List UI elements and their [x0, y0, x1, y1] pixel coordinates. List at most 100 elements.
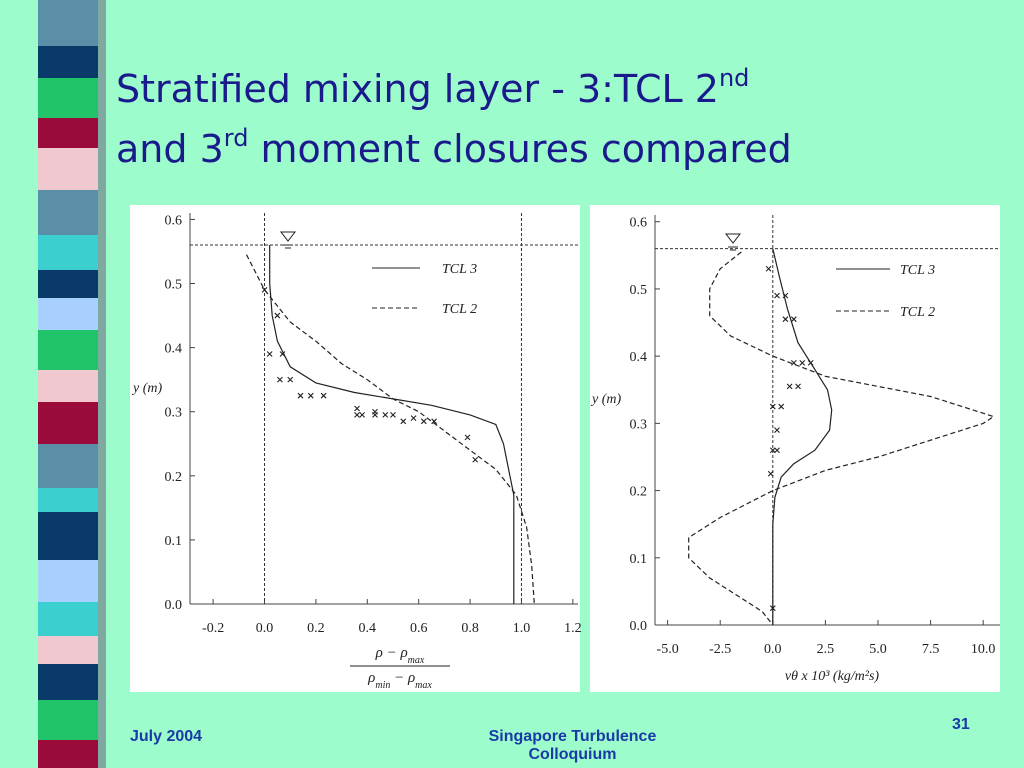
- data-point: [472, 456, 479, 463]
- x-tick-label: 0.8: [461, 621, 479, 636]
- data-point: [774, 447, 780, 454]
- x-tick-label: 0.4: [359, 621, 377, 636]
- title-superscript: rd: [224, 124, 249, 152]
- x-tick-label: 0.0: [256, 621, 274, 636]
- x-axis-label: ρ − ρmax: [375, 645, 425, 666]
- data-point: [782, 292, 789, 299]
- legend-label: TCL 3: [900, 263, 935, 278]
- y-tick-label: 0.5: [630, 283, 648, 298]
- x-tick-label: 0.0: [764, 642, 782, 657]
- y-tick-label: 0.2: [630, 485, 648, 500]
- data-point: [464, 434, 471, 441]
- data-point: [359, 412, 366, 418]
- data-point: [261, 287, 268, 293]
- data-point: [354, 412, 360, 418]
- y-tick-label: 0.6: [165, 213, 183, 228]
- title-text: moment closures compared: [248, 127, 791, 171]
- y-tick-label: 0.4: [165, 342, 183, 357]
- data-point: [390, 412, 396, 418]
- data-point: [297, 392, 304, 399]
- y-tick-label: 0.6: [630, 216, 648, 231]
- y-axis-label: y (m): [590, 392, 621, 407]
- slide-number: 31: [952, 716, 970, 733]
- data-point: [277, 376, 283, 383]
- data-point: [372, 412, 378, 418]
- data-point: [266, 351, 273, 357]
- slide-title: Stratified mixing layer - 3:TCL 2nd: [116, 64, 749, 111]
- data-point: [778, 403, 785, 410]
- data-point: [400, 418, 407, 425]
- data-point: [320, 392, 327, 399]
- x-axis-label: vθ x 10³ (kg/m²s): [785, 669, 880, 684]
- data-point: [307, 392, 314, 399]
- x-tick-label: 0.6: [410, 621, 428, 636]
- data-point: [790, 359, 797, 366]
- data-point: [431, 418, 437, 425]
- data-point: [790, 316, 797, 323]
- title-superscript: nd: [719, 64, 749, 92]
- x-tick-label: 10.0: [971, 642, 996, 657]
- x-tick-label: 1.2: [564, 621, 582, 636]
- data-point: [420, 418, 427, 425]
- data-point: [774, 292, 780, 299]
- x-label-part: ρ: [367, 670, 375, 686]
- x-tick-label: -0.2: [202, 621, 224, 636]
- title-text: Stratified mixing layer - 3:TCL 2: [116, 67, 719, 111]
- x-tick-label: 0.2: [307, 621, 325, 636]
- stripe-decoration: [38, 0, 106, 768]
- data-point: [795, 383, 801, 390]
- series-line: [688, 251, 996, 626]
- data-point: [765, 265, 772, 272]
- x-label-part: min: [375, 680, 390, 691]
- title-text: and 3: [116, 127, 224, 171]
- chart-panel: [590, 205, 1000, 692]
- data-point: [774, 427, 780, 433]
- data-point: [769, 447, 776, 454]
- data-point: [782, 316, 789, 323]
- x-tick-label: -5.0: [657, 642, 679, 657]
- slide-title: and 3rd moment closures compared: [116, 124, 792, 171]
- data-point: [769, 605, 776, 612]
- series-line: [245, 254, 535, 605]
- x-label-part: − ρ: [390, 670, 415, 686]
- x-tick-label: 7.5: [922, 642, 940, 657]
- data-point: [274, 312, 281, 319]
- data-point: [410, 415, 417, 422]
- series-line: [269, 245, 515, 604]
- legend-label: TCL 2: [900, 305, 935, 320]
- y-tick-label: 0.3: [630, 417, 648, 432]
- y-tick-label: 0.5: [165, 278, 183, 293]
- footer-date: July 2004: [130, 728, 203, 745]
- x-label-part: max: [415, 680, 432, 691]
- data-point: [786, 383, 793, 390]
- y-tick-label: 0.1: [630, 552, 648, 567]
- data-point: [807, 359, 814, 366]
- y-tick-label: 0.2: [165, 470, 183, 485]
- surface-symbol: [279, 231, 297, 249]
- y-tick-label: 0.3: [165, 406, 183, 421]
- x-label-part: max: [408, 655, 425, 666]
- data-point: [799, 359, 806, 366]
- series-line: [772, 248, 833, 625]
- y-tick-label: 0.4: [630, 350, 648, 365]
- y-tick-label: 0.0: [630, 619, 648, 634]
- x-label-part: ρ − ρ: [375, 645, 408, 661]
- data-point: [767, 470, 774, 477]
- footer-event: Singapore Turbulence Colloquium: [488, 728, 657, 763]
- data-point: [769, 403, 776, 410]
- x-tick-label: 1.0: [513, 621, 531, 636]
- legend-label: TCL 2: [442, 302, 477, 317]
- surface-symbol: [724, 233, 742, 251]
- y-tick-label: 0.0: [165, 598, 183, 613]
- data-point: [287, 376, 294, 383]
- data-point: [354, 405, 360, 412]
- x-tick-label: -2.5: [709, 642, 731, 657]
- data-point: [279, 351, 286, 357]
- x-tick-label: 5.0: [869, 642, 887, 657]
- x-tick-label: 2.5: [817, 642, 835, 657]
- legend-label: TCL 3: [442, 262, 477, 277]
- x-axis-label: ρmin − ρmax: [367, 670, 432, 691]
- y-axis-label: y (m): [131, 381, 162, 396]
